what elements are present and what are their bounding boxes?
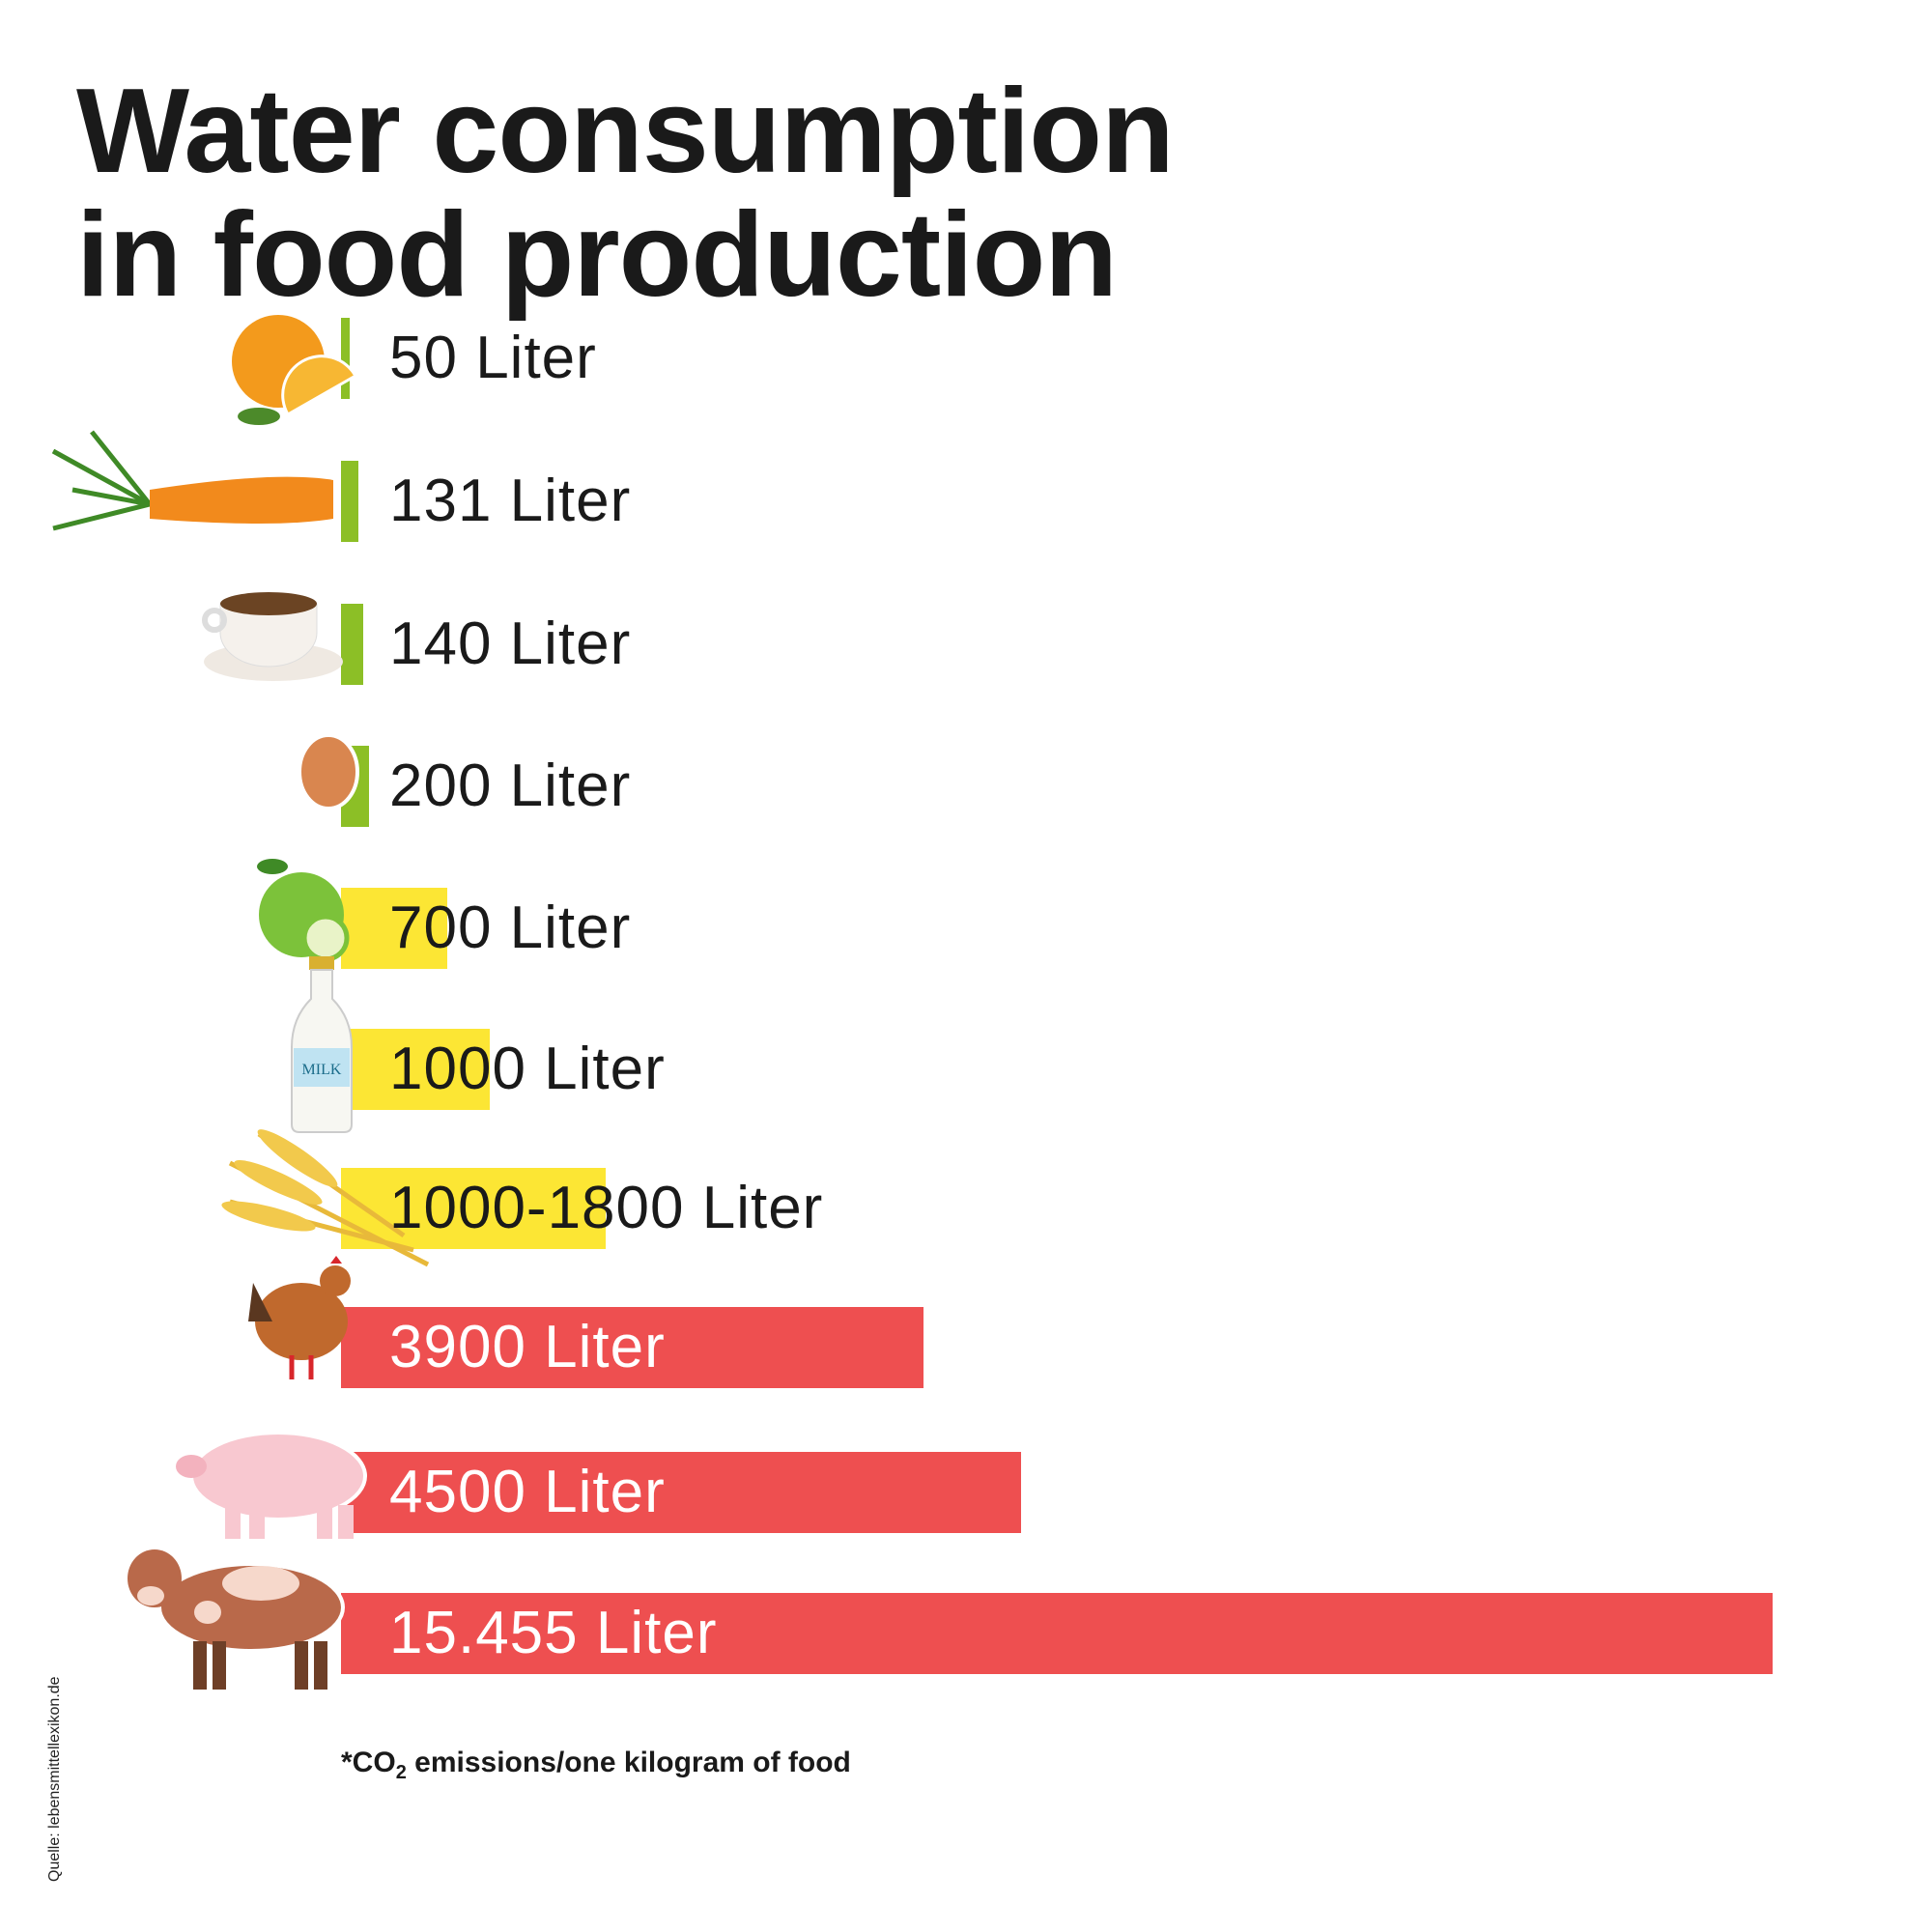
- chicken-icon: [243, 1254, 359, 1394]
- bar: [341, 604, 363, 685]
- milk-label-text: MILK: [302, 1062, 342, 1078]
- bar-value-label: 15.455 Liter: [389, 1600, 718, 1666]
- bar-value-label: 50 Liter: [389, 325, 597, 391]
- bar: [341, 1029, 490, 1110]
- bar-row: 3900 Liter: [0, 1256, 1932, 1388]
- bar-value-label: 200 Liter: [389, 753, 632, 819]
- bar: [341, 461, 358, 542]
- bar-value-label: 700 Liter: [389, 895, 632, 961]
- bar-row: 15.455 Liter: [0, 1549, 1932, 1690]
- bar-row: 140 Liter: [0, 592, 1932, 685]
- cow-icon: [116, 1540, 367, 1699]
- bar-row: 200 Liter: [0, 733, 1932, 827]
- title-line-2: in food production: [76, 188, 1118, 322]
- footnote-subscript: 2: [395, 1762, 407, 1783]
- bar-row: 700 Liter: [0, 859, 1932, 969]
- orange-icon: [220, 308, 358, 439]
- chart-title: Water consumption in food production: [76, 65, 1175, 322]
- bar-value-label: 1000-1800 Liter: [389, 1175, 824, 1241]
- bar-value-label: 4500 Liter: [389, 1459, 666, 1525]
- milk-bottle-icon: MILK: [288, 952, 355, 1140]
- title-line-1: Water consumption: [76, 65, 1175, 198]
- bar-value-label: 1000 Liter: [389, 1036, 666, 1102]
- bar-value-label: 3900 Liter: [389, 1314, 666, 1380]
- bar: [341, 1168, 606, 1249]
- coffee-cup-icon: [201, 580, 346, 691]
- bar-row: 4500 Liter: [0, 1431, 1932, 1539]
- footnote-prefix: *CO: [341, 1747, 396, 1778]
- bar-row: 1000-1800 Liter: [0, 1129, 1932, 1267]
- wheat-icon: [220, 1124, 442, 1274]
- source-credit: Quelle: lebensmittellexikon.de: [46, 1676, 63, 1882]
- bar: [341, 1452, 1021, 1533]
- bar: [341, 318, 350, 399]
- bar-row: 131 Liter: [0, 430, 1932, 542]
- egg-icon: [295, 726, 362, 818]
- bar: [341, 1307, 923, 1388]
- pig-icon: [172, 1418, 375, 1548]
- bar-value-label: 140 Liter: [389, 611, 632, 677]
- bar-row: 50 Liter: [0, 315, 1932, 425]
- bar-row: MILK 1000 Liter: [0, 956, 1932, 1133]
- bar-value-label: 131 Liter: [389, 468, 632, 534]
- bar: [341, 1593, 1773, 1674]
- footnote-text: emissions/one kilogram of food: [406, 1747, 851, 1778]
- bar: [341, 888, 447, 969]
- footnote: *CO2 emissions/one kilogram of food: [341, 1747, 851, 1784]
- carrot-icon: [34, 412, 353, 562]
